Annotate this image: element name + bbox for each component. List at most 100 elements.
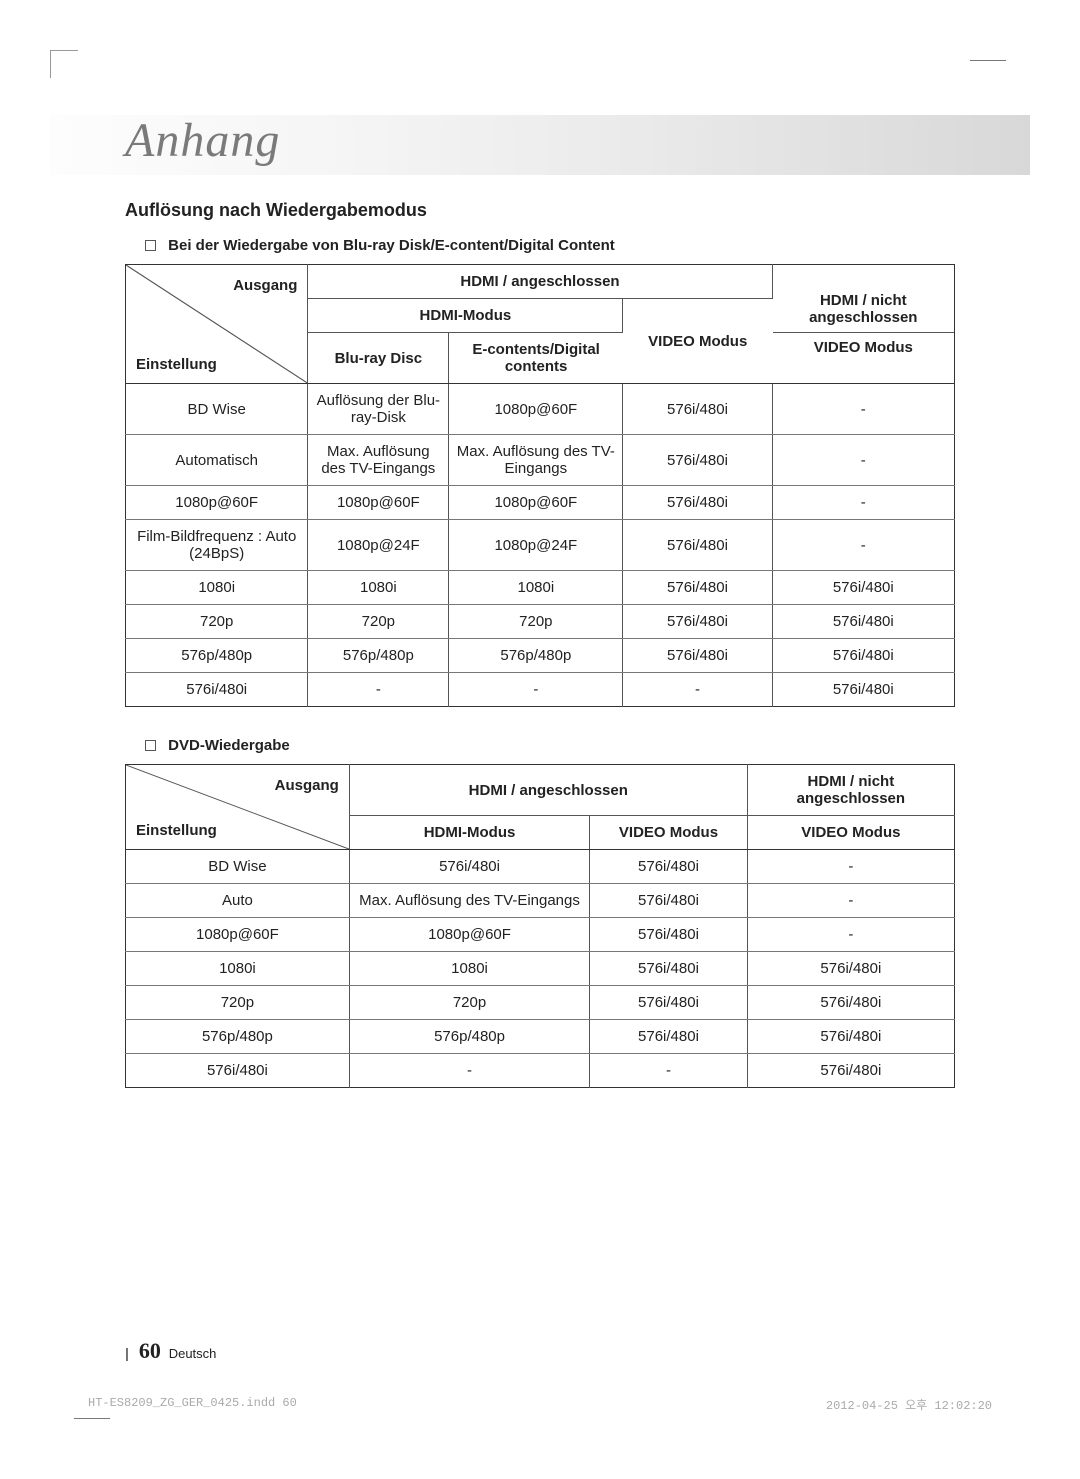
col-hdmi-mode: HDMI-Modus: [349, 816, 589, 850]
table-cell: -: [747, 884, 954, 918]
table-cell: 576i/480i: [623, 520, 772, 571]
print-imprint: HT-ES8209_ZG_GER_0425.indd 60 2012-04-25…: [88, 1396, 992, 1413]
table-row: 576p/480p576p/480p576p/480p576i/480i576i…: [126, 639, 955, 673]
table-cell: 576i/480i: [349, 850, 589, 884]
table-row: 576i/480i---576i/480i: [126, 673, 955, 707]
header-output-label: Ausgang: [233, 277, 297, 294]
col-video-mode-1: VIDEO Modus: [590, 816, 748, 850]
imprint-filename: HT-ES8209_ZG_GER_0425.indd 60: [88, 1396, 297, 1413]
table-cell: 576p/480p: [349, 1020, 589, 1054]
table-cell: -: [349, 1054, 589, 1088]
table-cell: 576i/480i: [623, 486, 772, 520]
table-cell: 576i/480i: [747, 986, 954, 1020]
table-cell: 576p/480p: [126, 1020, 350, 1054]
manual-page: Anhang Auflösung nach Wiedergabemodus Be…: [0, 0, 1080, 1479]
table-cell: 1080p@24F: [308, 520, 449, 571]
diagonal-header-cell: Ausgang Einstellung: [126, 765, 350, 850]
table-cell: 576i/480i: [590, 918, 748, 952]
table-cell: 1080p@60F: [126, 918, 350, 952]
table-row: 1080i1080i576i/480i576i/480i: [126, 952, 955, 986]
table-cell: 576i/480i: [590, 952, 748, 986]
table-cell: 576i/480i: [623, 571, 772, 605]
table-row: 576i/480i--576i/480i: [126, 1054, 955, 1088]
table-body: BD WiseAuflösung der Blu-ray-Disk1080p@6…: [126, 384, 955, 707]
resolution-table-dvd: Ausgang Einstellung HDMI / angeschlossen…: [125, 764, 955, 1088]
table-cell: 1080p@60F: [308, 486, 449, 520]
table-cell: -: [772, 486, 954, 520]
table-cell: 1080i: [349, 952, 589, 986]
table-cell: 1080i: [308, 571, 449, 605]
page-content: Anhang Auflösung nach Wiedergabemodus Be…: [125, 115, 955, 1419]
col-video-mode-2: VIDEO Modus: [747, 816, 954, 850]
table-cell: 1080p@24F: [449, 520, 623, 571]
page-number: 60: [139, 1338, 161, 1363]
header-setting-label: Einstellung: [136, 356, 217, 373]
table-cell: 576i/480i: [623, 435, 772, 486]
table-row: BD Wise576i/480i576i/480i-: [126, 850, 955, 884]
table-cell: Film-Bildfrequenz : Auto (24BpS): [126, 520, 308, 571]
table-cell: 1080i: [126, 952, 350, 986]
subsection-1-label: Bei der Wiedergabe von Blu-ray Disk/E-co…: [168, 237, 615, 254]
table-cell: 576i/480i: [126, 673, 308, 707]
table-cell: 576i/480i: [590, 1020, 748, 1054]
table-cell: 576p/480p: [449, 639, 623, 673]
table-row: 1080p@60F1080p@60F1080p@60F576i/480i-: [126, 486, 955, 520]
table-cell: 576p/480p: [126, 639, 308, 673]
subsection-2-title: DVD-Wiedergabe: [145, 737, 955, 754]
table-cell: 1080i: [449, 571, 623, 605]
table-cell: 1080p@60F: [449, 384, 623, 435]
table-cell: 576i/480i: [772, 605, 954, 639]
table-row: BD WiseAuflösung der Blu-ray-Disk1080p@6…: [126, 384, 955, 435]
section-title: Auflösung nach Wiedergabemodus: [125, 200, 955, 221]
table-cell: 576i/480i: [590, 850, 748, 884]
table-cell: -: [747, 918, 954, 952]
table-cell: Auflösung der Blu-ray-Disk: [308, 384, 449, 435]
crop-mark-tr: [970, 60, 1006, 61]
col-hdmi-connected: HDMI / angeschlossen: [349, 765, 747, 816]
table-row: 720p720p720p576i/480i576i/480i: [126, 605, 955, 639]
table-cell: 720p: [449, 605, 623, 639]
table-cell: Max. Auflösung des TV-Eingangs: [308, 435, 449, 486]
table-row: 1080i1080i1080i576i/480i576i/480i: [126, 571, 955, 605]
table-row: 720p720p576i/480i576i/480i: [126, 986, 955, 1020]
footer-bar: |: [125, 1345, 129, 1361]
table-cell: -: [747, 850, 954, 884]
table-cell: 1080p@60F: [349, 918, 589, 952]
table-cell: 576i/480i: [623, 384, 772, 435]
table-cell: 1080i: [126, 571, 308, 605]
table-cell: Auto: [126, 884, 350, 918]
table-cell: 576i/480i: [747, 1054, 954, 1088]
table-cell: BD Wise: [126, 850, 350, 884]
label: HDMI / nicht angeschlossen: [779, 292, 948, 326]
label: VIDEO Modus: [773, 332, 954, 356]
table-cell: -: [623, 673, 772, 707]
subsection-2-label: DVD-Wiedergabe: [168, 737, 290, 754]
page-language: Deutsch: [169, 1346, 217, 1361]
table-cell: -: [449, 673, 623, 707]
table-row: AutomatischMax. Auflösung des TV-Eingang…: [126, 435, 955, 486]
bullet-icon: [145, 240, 156, 251]
table-cell: Max. Auflösung des TV-Eingangs: [349, 884, 589, 918]
table-cell: Max. Auflösung des TV-Eingangs: [449, 435, 623, 486]
table-cell: 576p/480p: [308, 639, 449, 673]
table-cell: -: [772, 435, 954, 486]
table-cell: -: [590, 1054, 748, 1088]
table-row: 1080p@60F1080p@60F576i/480i-: [126, 918, 955, 952]
table-cell: 576i/480i: [772, 571, 954, 605]
table-cell: 576i/480i: [623, 605, 772, 639]
table-header: Ausgang Einstellung HDMI / angeschlossen…: [126, 765, 955, 850]
table-cell: -: [772, 520, 954, 571]
table-row: Film-Bildfrequenz : Auto (24BpS)1080p@24…: [126, 520, 955, 571]
table-cell: 720p: [126, 605, 308, 639]
table-row: AutoMax. Auflösung des TV-Eingangs576i/4…: [126, 884, 955, 918]
table-cell: 576i/480i: [590, 986, 748, 1020]
table-header: Ausgang Einstellung HDMI / angeschlossen…: [126, 265, 955, 384]
page-footer: | 60 Deutsch: [125, 1338, 216, 1364]
col-hdmi-mode: HDMI-Modus: [308, 299, 623, 333]
subsection-1-title: Bei der Wiedergabe von Blu-ray Disk/E-co…: [145, 237, 955, 254]
col-hdmi-connected: HDMI / angeschlossen: [308, 265, 772, 299]
table-cell: 576i/480i: [126, 1054, 350, 1088]
table-cell: -: [772, 384, 954, 435]
table-cell: 576i/480i: [772, 673, 954, 707]
col-hdmi-not-connected: HDMI / nicht angeschlossen: [747, 765, 954, 816]
